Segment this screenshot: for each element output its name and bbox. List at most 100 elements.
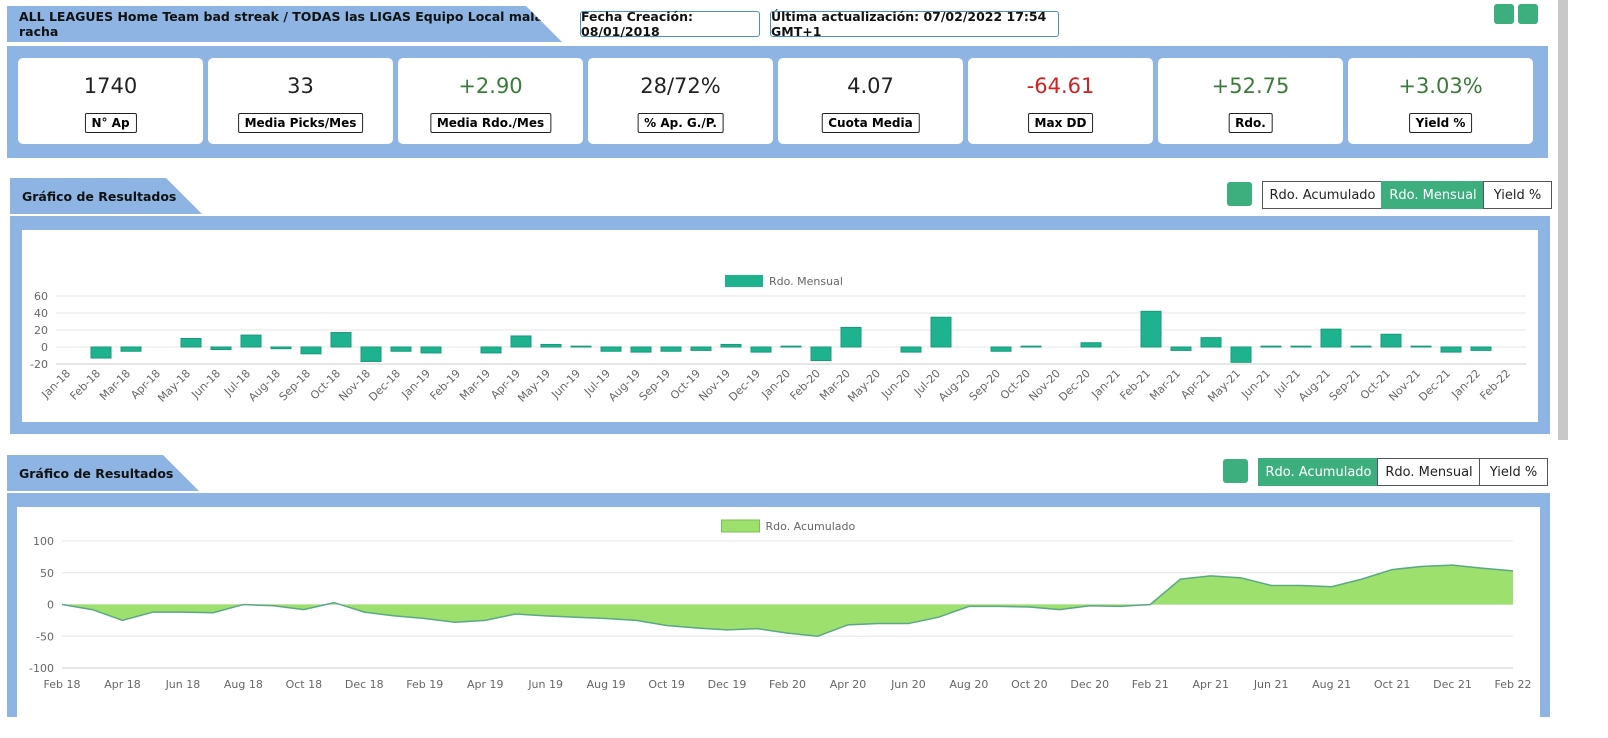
- x-tick-label: Jun-21: [1238, 367, 1273, 402]
- x-tick-label: Sep-21: [1327, 367, 1364, 404]
- bar: [810, 346, 832, 362]
- x-tick-label: Aug-21: [1296, 367, 1333, 404]
- x-tick-label: Feb 19: [406, 678, 443, 691]
- x-tick-label: Mar-19: [457, 367, 493, 403]
- bar: [1230, 346, 1252, 363]
- y-tick-label: 0: [41, 341, 48, 354]
- bar: [1470, 346, 1492, 351]
- stat-label: Media Picks/Mes: [237, 113, 364, 133]
- bar: [630, 346, 652, 353]
- x-tick-label: Dec-21: [1416, 367, 1453, 404]
- x-tick-label: Dec-20: [1056, 367, 1093, 404]
- x-tick-label: Oct 19: [648, 678, 685, 691]
- bar: [570, 345, 592, 348]
- chart-area: [22, 230, 1538, 422]
- x-tick-label: Nov-18: [336, 367, 373, 404]
- x-tick-label: Aug-20: [936, 367, 973, 404]
- y-tick-label: -100: [29, 662, 54, 675]
- x-tick-label: Feb-20: [787, 367, 823, 403]
- bar: [1140, 310, 1162, 348]
- scrollbar[interactable]: [1558, 0, 1568, 440]
- bar: [1380, 333, 1402, 348]
- x-tick-label: Feb-21: [1117, 367, 1153, 403]
- stat-card: +3.03% Yield %: [1348, 58, 1533, 144]
- toggle-button[interactable]: Rdo. Acumulado: [1262, 181, 1383, 209]
- bar: [780, 345, 802, 348]
- toggle-button[interactable]: Rdo. Mensual: [1377, 458, 1481, 486]
- bar: [1410, 345, 1432, 348]
- x-tick-label: Jun-18: [188, 367, 223, 402]
- x-tick-label: Nov-20: [1026, 367, 1063, 404]
- x-tick-label: Jun-20: [878, 367, 913, 402]
- x-tick-label: Mar-21: [1147, 367, 1183, 403]
- bar: [420, 346, 442, 354]
- bar: [360, 346, 382, 362]
- x-tick-label: Jun 20: [890, 678, 926, 691]
- bar: [120, 346, 142, 352]
- bar: [1260, 345, 1282, 348]
- x-tick-label: Jun-19: [548, 367, 583, 402]
- x-tick-label: Jan-18: [39, 367, 74, 402]
- stat-label: % Ap. G./P.: [637, 113, 724, 133]
- bar: [690, 346, 712, 351]
- x-tick-label: Aug-19: [606, 367, 643, 404]
- stat-card: 4.07 Cuota Media: [778, 58, 963, 144]
- toggle-button[interactable]: Yield %: [1479, 458, 1548, 486]
- x-tick-label: Jan-22: [1449, 367, 1484, 402]
- bar: [1290, 345, 1312, 348]
- page-title: ALL LEAGUES Home Team bad streak / TODAS…: [7, 6, 562, 42]
- x-tick-label: Aug 21: [1312, 678, 1351, 691]
- x-tick-label: Sep-19: [637, 367, 674, 404]
- x-tick-label: Apr 20: [830, 678, 867, 691]
- x-tick-label: Apr 21: [1192, 678, 1229, 691]
- stat-value: +52.75: [1211, 74, 1290, 98]
- bar: [180, 338, 202, 348]
- y-tick-label: 40: [34, 307, 48, 320]
- stat-value: 1740: [83, 74, 138, 98]
- x-tick-label: Aug 18: [224, 678, 263, 691]
- x-tick-label: Aug 19: [587, 678, 626, 691]
- download-button[interactable]: [1223, 459, 1248, 483]
- x-tick-label: Nov-21: [1386, 367, 1423, 404]
- download-icon[interactable]: [1494, 4, 1514, 24]
- x-tick-label: Jun 18: [165, 678, 201, 691]
- x-tick-label: Oct 21: [1374, 678, 1411, 691]
- bar: [270, 346, 292, 350]
- x-tick-label: Sep-20: [967, 367, 1004, 404]
- legend-label: Rdo. Acumulado: [766, 520, 856, 533]
- bar: [720, 343, 742, 348]
- bar: [900, 346, 922, 353]
- x-tick-label: Apr 19: [467, 678, 504, 691]
- toggle-button[interactable]: Yield %: [1483, 181, 1552, 209]
- toggle-button[interactable]: Rdo. Acumulado: [1258, 458, 1379, 486]
- y-tick-label: 60: [34, 290, 48, 303]
- x-tick-label: Jan-21: [1089, 367, 1124, 402]
- legend-label: Rdo. Mensual: [769, 275, 843, 288]
- x-tick-label: Jun 21: [1253, 678, 1289, 691]
- x-tick-label: Jan-19: [399, 367, 434, 402]
- download-button[interactable]: [1227, 182, 1252, 206]
- email-icon[interactable]: [1518, 4, 1538, 24]
- x-tick-label: Feb-19: [427, 367, 463, 403]
- bar: [1170, 346, 1192, 351]
- bar: [90, 346, 112, 359]
- bar: [480, 346, 502, 354]
- bar: [1320, 328, 1342, 348]
- bar: [300, 346, 322, 355]
- x-tick-label: Feb 20: [769, 678, 806, 691]
- stat-card: 33 Media Picks/Mes: [208, 58, 393, 144]
- bar: [1020, 345, 1042, 348]
- bar: [210, 346, 232, 351]
- x-tick-label: Mar-18: [97, 367, 133, 403]
- y-tick-label: 100: [33, 535, 54, 548]
- x-tick-label: May-21: [1205, 367, 1243, 405]
- stats-panel: 1740 N° Ap 33 Media Picks/Mes +2.90 Media Rdo…: [7, 46, 1548, 158]
- bar: [600, 346, 622, 352]
- toggle-button[interactable]: Rdo. Mensual: [1381, 181, 1485, 209]
- stat-label: Max DD: [1027, 113, 1094, 133]
- stat-card: 28/72% % Ap. G./P.: [588, 58, 773, 144]
- x-tick-label: May-20: [845, 367, 883, 405]
- stat-label: Rdo.: [1228, 113, 1273, 133]
- x-tick-label: Aug-18: [246, 367, 283, 404]
